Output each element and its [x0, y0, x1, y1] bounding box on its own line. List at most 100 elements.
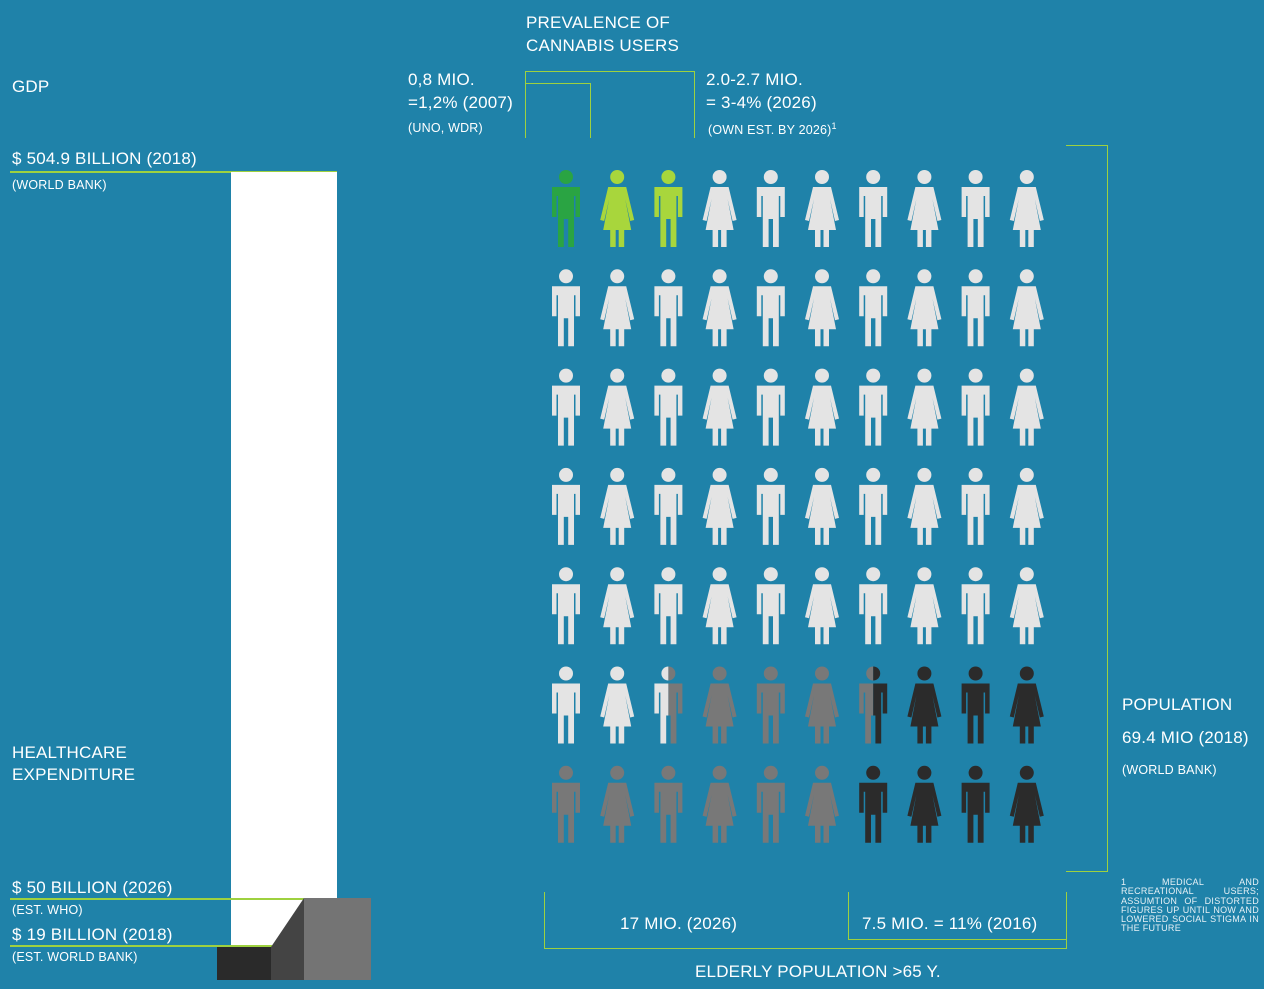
elderly-2016-bracket	[848, 892, 1066, 940]
person-icon-r7-c10	[1009, 765, 1044, 843]
healthcare-2026-value: $ 50 BILLION (2026)	[12, 878, 173, 897]
person-icon-r6-c6	[805, 666, 839, 744]
person-icon-r2-c5	[756, 269, 785, 347]
person-icon-r4-c5	[756, 467, 785, 545]
person-icon-r5-c8	[907, 567, 942, 645]
person-icon-r4-c1	[552, 467, 580, 545]
cannabis-2007-percent: =1,2% (2007)	[408, 93, 513, 112]
person-icon-r2-c3	[654, 269, 683, 347]
person-icon-r7-c7	[859, 765, 888, 843]
person-icon-r1-c4	[702, 170, 737, 247]
person-icon-r5-c10	[1009, 567, 1044, 645]
person-icon-r6-c7	[859, 666, 888, 744]
person-icon-r1-c8	[907, 170, 942, 247]
person-icon-r7-c3	[654, 765, 683, 843]
person-icon-r1-c3	[654, 170, 683, 247]
population-bracket	[1066, 145, 1108, 872]
person-icon-r7-c5	[756, 765, 785, 843]
healthcare-blocks	[217, 898, 371, 980]
person-icon-r2-c8	[907, 269, 942, 347]
person-icon-r2-c4	[702, 269, 737, 347]
person-icon-r3-c4	[702, 368, 737, 446]
person-icon-r2-c7	[859, 269, 888, 347]
healthcare-2026-block	[304, 898, 371, 980]
person-icon-r3-c3	[654, 368, 683, 446]
person-icon-r4-c10	[1009, 467, 1044, 545]
person-icon-r4-c6	[805, 467, 839, 545]
person-icon-r6-c3	[654, 666, 683, 744]
person-icon-r1-c1	[552, 170, 580, 247]
person-icon-r2-c10	[1009, 269, 1044, 347]
gdp-bar	[231, 172, 337, 947]
person-icon-r6-c1	[552, 666, 580, 744]
person-icon-r5-c9	[961, 567, 990, 645]
person-icon-r3-c10	[1009, 368, 1044, 446]
elderly-2016-value: 7.5 MIO. = 11% (2016)	[862, 914, 1038, 933]
person-icon-r4-c9	[961, 467, 990, 545]
person-icon-r7-c9	[961, 765, 990, 843]
person-icon-r6-c9	[961, 666, 990, 744]
elderly-2026-value: 17 MIO. (2026)	[620, 914, 738, 933]
person-icon-r6-c2	[600, 666, 635, 744]
person-icon-r3-c6	[805, 368, 839, 446]
healthcare-2018-line	[10, 945, 272, 947]
healthcare-2026-line	[10, 898, 371, 900]
healthcare-2018-value: $ 19 BILLION (2018)	[12, 925, 173, 944]
person-icon-r3-c7	[859, 368, 888, 446]
person-icon-r7-c1	[552, 765, 580, 843]
person-icon-r2-c6	[805, 269, 839, 347]
gdp-source: (WORLD BANK)	[12, 178, 107, 192]
prevalence-title-line-2: CANNABIS USERS	[526, 36, 680, 55]
cannabis-2026-source: (OWN EST. BY 2026)1	[708, 121, 837, 138]
population-source: (WORLD BANK)	[1122, 763, 1217, 777]
prevalence-inner-bracket	[525, 83, 591, 138]
healthcare-2018-block	[217, 947, 271, 980]
healthcare-2018-source: (EST. WORLD BANK)	[12, 950, 138, 964]
healthcare-block-bevel	[271, 898, 304, 980]
healthcare-2026-source: (EST. WHO)	[12, 903, 83, 917]
person-icon-r7-c6	[805, 765, 839, 843]
person-icon-r3-c2	[600, 368, 635, 446]
cannabis-2026-percent: = 3-4% (2026)	[706, 93, 817, 112]
cannabis-2026-value: 2.0-2.7 MIO.	[706, 70, 803, 89]
prevalence-outer-bracket	[525, 71, 695, 138]
cannabis-2007-value: 0,8 MIO.	[408, 70, 475, 89]
person-icon-r1-c5	[756, 170, 785, 247]
person-icon-r5-c5	[756, 567, 785, 645]
person-icon-r1-c9	[961, 170, 990, 247]
healthcare-title-line-2: EXPENDITURE	[12, 765, 136, 784]
person-icon-r1-c2	[600, 170, 635, 247]
person-icon-r1-c6	[805, 170, 839, 247]
person-icon-r5-c1	[552, 567, 580, 645]
population-pictogram	[552, 170, 1044, 843]
prevalence-title-line-1: PREVALENCE OF	[526, 13, 670, 32]
person-icon-r7-c8	[907, 765, 942, 843]
population-value: 69.4 MIO (2018)	[1122, 728, 1249, 747]
gdp-value-line	[10, 171, 337, 173]
person-icon-r7-c2	[600, 765, 635, 843]
person-icon-r6-c8	[907, 666, 942, 744]
person-icon-r3-c1	[552, 368, 580, 446]
footnote-mark: 1	[831, 121, 837, 131]
person-icon-r3-c9	[961, 368, 990, 446]
person-icon-r4-c8	[907, 467, 942, 545]
person-icon-r4-c7	[859, 467, 888, 545]
person-icon-r5-c4	[702, 567, 737, 645]
healthcare-title-line-1: HEALTHCARE	[12, 743, 128, 762]
person-icon-r5-c7	[859, 567, 888, 645]
person-icon-r6-c4	[702, 666, 737, 744]
cannabis-2007-source: (UNO, WDR)	[408, 121, 483, 135]
person-icon-r7-c4	[702, 765, 737, 843]
person-icon-r2-c2	[600, 269, 635, 347]
person-icon-r4-c4	[702, 467, 737, 545]
person-icon-r1-c7	[859, 170, 888, 247]
footnote-text: 1 MEDICAL AND RECREATIONAL USERS; ASSUMT…	[1121, 877, 1259, 934]
elderly-2026-bracket	[544, 892, 1067, 949]
person-icon-r5-c6	[805, 567, 839, 645]
person-icon-r2-c9	[961, 269, 990, 347]
person-icon-r6-c10	[1009, 666, 1044, 744]
population-title: POPULATION	[1122, 695, 1233, 714]
person-icon-r5-c2	[600, 567, 635, 645]
person-icon-r5-c3	[654, 567, 683, 645]
gdp-value: $ 504.9 BILLION (2018)	[12, 149, 197, 168]
